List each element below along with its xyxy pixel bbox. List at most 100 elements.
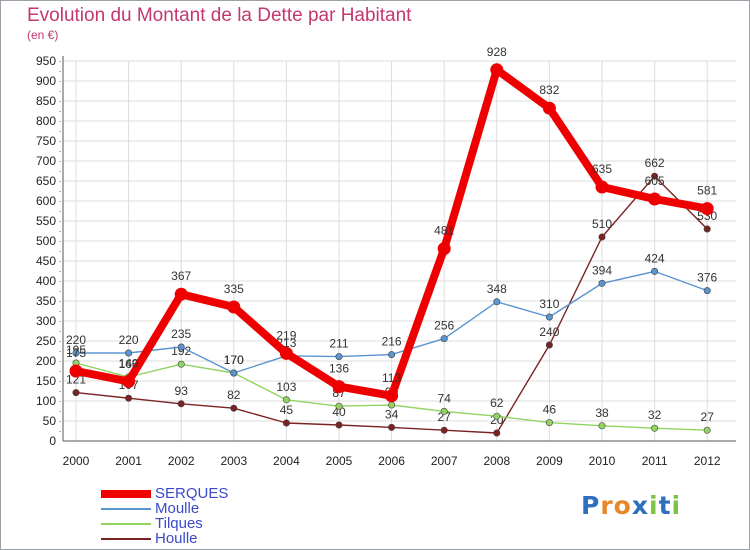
data-point-moulle xyxy=(703,287,711,295)
x-tick-label: 2011 xyxy=(642,454,668,468)
logo-letter: i xyxy=(671,491,682,520)
data-label-serques: 928 xyxy=(487,45,507,59)
y-tick-label: 850 xyxy=(36,94,56,108)
data-point-serques xyxy=(332,380,346,394)
data-label-tilques: 103 xyxy=(276,380,296,394)
data-point-houlle xyxy=(598,233,606,241)
y-tick-label: 250 xyxy=(36,334,56,348)
data-point-tilques xyxy=(598,422,606,430)
data-label-moulle: 211 xyxy=(329,337,348,351)
legend-label: SERQUES xyxy=(155,485,229,502)
y-tick-label: 300 xyxy=(36,314,56,328)
legend-swatch xyxy=(101,538,151,540)
data-point-houlle xyxy=(230,404,238,412)
y-tick-label: 350 xyxy=(36,294,56,308)
data-label-houlle: 27 xyxy=(438,410,452,424)
data-label-serques: 605 xyxy=(645,174,665,188)
data-point-tilques xyxy=(177,360,185,368)
y-tick-label: 500 xyxy=(36,234,56,248)
data-point-houlle xyxy=(493,429,501,437)
y-tick-label: 650 xyxy=(36,174,56,188)
data-label-houlle: 93 xyxy=(175,384,189,398)
x-tick-label: 2007 xyxy=(431,454,458,468)
data-point-houlle xyxy=(177,400,185,408)
data-point-serques xyxy=(700,202,714,216)
data-point-moulle xyxy=(230,369,238,377)
data-point-moulle xyxy=(125,349,133,357)
data-point-serques xyxy=(69,364,83,378)
y-tick-label: 900 xyxy=(36,74,56,88)
x-tick-label: 2001 xyxy=(115,454,142,468)
y-tick-label: 800 xyxy=(36,114,56,128)
data-label-moulle: 394 xyxy=(592,263,612,277)
data-label-moulle: 216 xyxy=(382,335,402,349)
x-tick-label: 2009 xyxy=(536,454,563,468)
data-label-tilques: 62 xyxy=(490,396,504,410)
data-label-moulle: 256 xyxy=(434,319,454,333)
data-label-tilques: 38 xyxy=(595,406,609,420)
data-label-moulle: 220 xyxy=(66,333,86,347)
data-label-moulle: 170 xyxy=(224,353,244,367)
x-tick-label: 2010 xyxy=(589,454,616,468)
legend-label: Tilques xyxy=(155,515,203,532)
data-point-moulle xyxy=(440,335,448,343)
data-point-tilques xyxy=(545,419,553,427)
data-label-houlle: 34 xyxy=(385,407,399,421)
data-label-tilques: 170 xyxy=(224,353,244,367)
data-point-houlle xyxy=(545,341,553,349)
data-label-serques: 219 xyxy=(276,328,296,342)
data-point-serques xyxy=(122,374,136,388)
data-point-serques xyxy=(437,242,451,256)
data-label-serques: 581 xyxy=(697,184,717,198)
logo-letter: r xyxy=(600,491,614,520)
data-label-serques: 367 xyxy=(171,269,191,283)
data-label-serques: 113 xyxy=(382,371,401,385)
data-point-serques xyxy=(279,346,293,360)
legend-label: Moulle xyxy=(155,500,200,517)
y-tick-label: 100 xyxy=(36,394,56,408)
data-point-houlle xyxy=(335,421,343,429)
data-point-houlle xyxy=(388,423,396,431)
legend-label: Houlle xyxy=(155,530,198,547)
logo-letter: t xyxy=(658,491,672,520)
data-point-houlle xyxy=(651,172,659,180)
data-point-houlle xyxy=(703,225,711,233)
unit-label: (en €) xyxy=(27,28,59,42)
data-point-tilques xyxy=(651,424,659,432)
data-label-moulle: 348 xyxy=(487,282,507,296)
x-tick-label: 2003 xyxy=(220,454,247,468)
data-label-serques: 149 xyxy=(119,356,139,370)
x-tick-label: 2004 xyxy=(273,454,300,468)
data-point-serques xyxy=(542,101,556,115)
data-point-moulle xyxy=(177,343,185,351)
data-label-serques: 832 xyxy=(539,83,559,97)
data-label-houlle: 510 xyxy=(592,217,612,231)
data-label-serques: 335 xyxy=(224,282,244,296)
data-label-moulle: 424 xyxy=(645,251,665,265)
data-point-moulle xyxy=(72,349,80,357)
data-label-tilques: 46 xyxy=(543,403,557,417)
data-label-tilques: 74 xyxy=(438,391,452,405)
data-label-tilques: 27 xyxy=(701,410,715,424)
data-point-houlle xyxy=(440,426,448,434)
y-tick-label: 550 xyxy=(36,214,56,228)
data-point-serques xyxy=(174,287,188,301)
y-tick-label: 150 xyxy=(36,374,56,388)
data-label-moulle: 310 xyxy=(539,297,559,311)
y-tick-label: 700 xyxy=(36,154,56,168)
x-tick-label: 2005 xyxy=(326,454,353,468)
logo-letter: P xyxy=(581,491,601,520)
data-label-houlle: 82 xyxy=(227,388,241,402)
proxiti-logo: Proxiti xyxy=(581,491,681,520)
data-label-houlle: 45 xyxy=(280,403,294,417)
y-tick-label: 750 xyxy=(36,134,56,148)
data-point-tilques xyxy=(703,426,711,434)
x-tick-label: 2012 xyxy=(694,454,721,468)
data-point-tilques xyxy=(388,401,396,409)
data-point-moulle xyxy=(598,279,606,287)
data-point-houlle xyxy=(282,419,290,427)
data-point-moulle xyxy=(545,313,553,321)
y-tick-label: 950 xyxy=(36,54,56,68)
